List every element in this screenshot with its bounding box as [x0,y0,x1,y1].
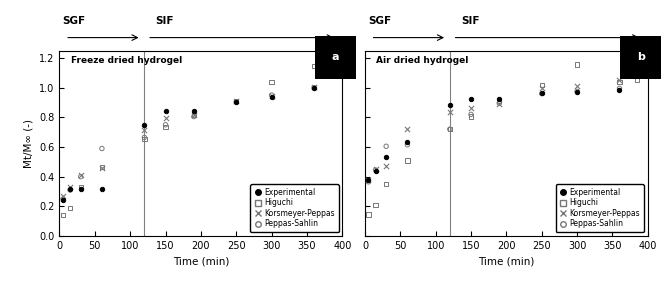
Point [188,108,199,113]
Point [231,99,241,104]
Point [266,94,277,98]
Point [572,89,582,94]
Text: SIF: SIF [155,17,174,26]
Point [402,127,412,132]
Point [381,164,391,169]
Point [363,178,373,183]
X-axis label: Time (min): Time (min) [478,257,535,266]
Point [65,185,75,189]
Point [188,112,199,117]
Text: SGF: SGF [62,17,85,26]
Point [160,116,171,120]
Point [160,125,171,129]
Point [402,158,412,163]
Point [370,203,381,207]
Point [370,168,381,172]
Point [97,166,107,170]
Point [65,186,75,191]
Point [139,128,149,132]
Point [160,123,171,127]
Point [381,155,391,159]
Text: SGF: SGF [368,17,391,26]
Point [97,165,107,169]
Point [537,86,547,91]
Point [139,135,149,140]
Point [160,108,171,113]
Point [309,64,319,68]
Point [363,180,373,184]
Point [494,102,504,106]
Point [309,85,319,90]
Point [188,113,199,117]
Point [266,95,277,99]
Point [494,101,504,105]
Point [444,127,455,132]
Point [231,99,241,104]
Point [363,177,373,182]
Point [494,99,504,103]
Point [537,82,547,87]
Point [188,114,199,119]
Point [370,169,381,173]
Point [65,188,75,192]
Text: a: a [332,53,340,62]
Point [466,105,477,110]
Point [537,90,547,95]
Point [466,97,477,101]
Point [75,173,86,178]
Point [402,140,412,144]
Point [58,194,68,198]
X-axis label: Time (min): Time (min) [173,257,229,266]
Point [444,103,455,107]
Point [231,99,241,103]
Point [65,206,75,210]
Point [309,86,319,91]
Point [572,62,582,67]
Text: Air dried hydrogel: Air dried hydrogel [376,56,469,65]
Point [327,62,337,67]
Point [58,197,68,201]
Point [444,110,455,114]
Point [58,213,68,217]
Point [381,144,391,149]
Point [139,123,149,127]
Point [537,91,547,96]
Point [614,88,625,92]
Point [75,186,86,191]
Point [58,198,68,202]
Point [494,97,504,101]
Text: Freeze dried hydrogel: Freeze dried hydrogel [71,56,182,65]
Point [466,112,477,117]
Text: b: b [637,53,645,62]
Point [444,127,455,132]
Point [97,146,107,151]
Point [402,142,412,147]
Point [139,137,149,141]
Point [614,86,625,91]
Point [266,93,277,97]
Y-axis label: Mt/M∞ (-): Mt/M∞ (-) [24,119,34,168]
Legend: Experimental, Higuchi, Korsmeyer-Peppas, Peppas-Sahlin: Experimental, Higuchi, Korsmeyer-Peppas,… [556,184,644,232]
Point [309,85,319,89]
Point [370,166,381,171]
Point [75,185,86,189]
Point [614,80,625,84]
Point [266,80,277,84]
Point [466,114,477,119]
Point [75,175,86,179]
Point [572,90,582,94]
Legend: Experimental, Higuchi, Korsmeyer-Peppas, Peppas-Sahlin: Experimental, Higuchi, Korsmeyer-Peppas,… [251,184,338,232]
Point [381,182,391,186]
Point [363,212,373,217]
Point [572,84,582,89]
Point [231,99,241,103]
Text: SIF: SIF [461,17,480,26]
Point [632,77,642,82]
Point [97,186,107,191]
Point [614,77,625,82]
